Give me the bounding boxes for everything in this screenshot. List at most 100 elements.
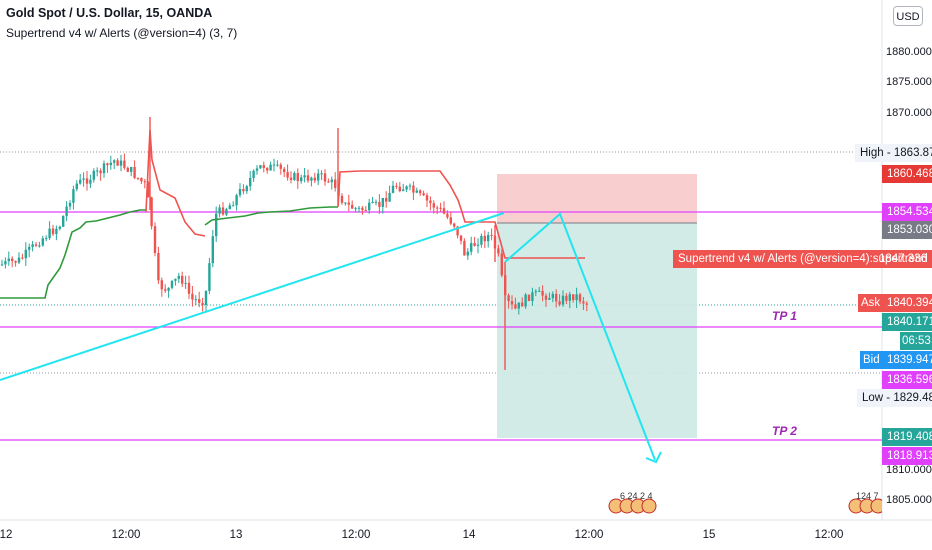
- candle-body: [364, 210, 367, 212]
- candle-body: [126, 167, 129, 172]
- candle-body: [119, 160, 123, 166]
- candle-body: [4, 261, 7, 265]
- candle-body: [558, 301, 561, 305]
- level-tag-1854: 1854.534: [882, 203, 932, 221]
- supertrend-value: 1847.336: [879, 253, 927, 265]
- candle-body: [347, 202, 350, 205]
- supertrend-down-line: [145, 129, 206, 237]
- candle-body: [191, 293, 194, 300]
- candle-body: [48, 228, 51, 239]
- candle-body: [150, 197, 153, 227]
- candle-body: [497, 248, 500, 254]
- candle-body: [147, 182, 150, 198]
- candle-body: [45, 238, 48, 240]
- tp2-level-tag: 1819.408: [882, 428, 932, 446]
- candle-body: [96, 170, 99, 172]
- candle-body: [303, 175, 306, 178]
- economic-events-icon-2[interactable]: 124 7: [848, 491, 886, 515]
- candle-body: [415, 190, 418, 193]
- candle-body: [568, 294, 571, 301]
- candle-body: [99, 170, 102, 174]
- candle-body: [432, 203, 435, 208]
- candle-body: [62, 215, 65, 227]
- candle-body: [381, 197, 384, 207]
- candle-body: [344, 202, 347, 204]
- time-tick: 12:00: [814, 529, 844, 541]
- candle-body: [181, 275, 184, 284]
- candle-body: [28, 247, 31, 250]
- candle-body: [204, 290, 208, 305]
- level-tag-1860: 1860.468: [882, 165, 932, 183]
- candle-body: [232, 205, 235, 207]
- candle-body: [218, 207, 221, 214]
- price-tick: 1880.000: [886, 46, 932, 58]
- candle-body: [323, 173, 327, 182]
- candle-body: [313, 177, 316, 181]
- candle-body: [561, 295, 565, 305]
- candle-body: [7, 258, 10, 262]
- candle-body: [476, 244, 480, 246]
- economic-events-icon[interactable]: 6 24 2 4: [608, 491, 660, 515]
- candle-body: [354, 208, 357, 210]
- candle-body: [425, 195, 429, 201]
- candle-body: [58, 226, 61, 229]
- candle-body: [378, 201, 381, 207]
- candle-body: [296, 173, 299, 182]
- candle-body: [106, 163, 109, 166]
- candle-body: [170, 280, 174, 288]
- candle-body: [419, 190, 422, 194]
- stop-loss-zone[interactable]: [497, 174, 697, 223]
- time-tick: 12:00: [574, 529, 604, 541]
- candle-body: [262, 165, 265, 168]
- candle-body: [463, 240, 466, 256]
- candle-body: [289, 177, 293, 180]
- candle-body: [140, 177, 143, 182]
- candle-body: [300, 177, 303, 182]
- currency-button[interactable]: USD: [893, 6, 923, 26]
- candle-body: [317, 173, 320, 181]
- candle-body: [34, 244, 38, 246]
- candle-body: [89, 179, 92, 184]
- candle-body: [75, 183, 78, 190]
- candle-body: [17, 257, 21, 263]
- ascending-trendline[interactable]: [0, 212, 505, 381]
- candle-body: [490, 234, 493, 236]
- countdown-tag: 06:53: [900, 332, 932, 350]
- candle-body: [269, 164, 272, 171]
- candle-body: [534, 291, 537, 293]
- candle-body: [408, 185, 412, 187]
- candle-body: [374, 201, 378, 203]
- candle-body: [276, 164, 279, 166]
- projection-path[interactable]: [504, 212, 656, 461]
- candle-body: [92, 170, 95, 180]
- candle-body: [184, 282, 187, 284]
- candle-body: [160, 280, 163, 290]
- candle-body: [123, 160, 126, 168]
- candle-body: [402, 189, 405, 192]
- candle-body: [11, 258, 14, 262]
- candle-body: [208, 263, 211, 291]
- candle-body: [548, 298, 551, 300]
- take-profit-zone[interactable]: [497, 223, 697, 438]
- symbol-title: Gold Spot / U.S. Dollar, 15, OANDA: [6, 6, 213, 20]
- candle-body: [14, 261, 17, 263]
- candle-body: [510, 301, 514, 305]
- tp1-label: TP 1: [772, 309, 797, 323]
- candle-body: [391, 185, 395, 193]
- candle-body: [31, 244, 34, 248]
- candle-body: [405, 186, 408, 190]
- candle-body: [245, 186, 248, 192]
- candle-body: [422, 193, 425, 196]
- candle-body: [211, 236, 214, 264]
- candlestick-series: [0, 117, 588, 370]
- candle-body: [133, 167, 136, 178]
- price-tick: 1805.000: [886, 494, 932, 506]
- candle-body: [306, 175, 310, 181]
- candle-body: [334, 179, 337, 188]
- candle-body: [429, 200, 432, 204]
- candle-body: [340, 195, 344, 203]
- indicator-legend[interactable]: Supertrend v4 w/ Alerts (@version=4) (3,…: [6, 26, 238, 40]
- candle-body: [238, 188, 242, 196]
